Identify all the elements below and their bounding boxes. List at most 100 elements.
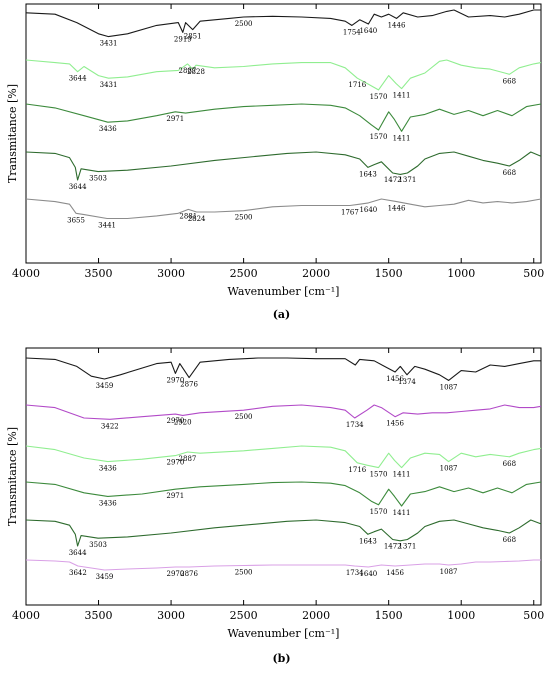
- peak-label: 3644: [69, 183, 87, 191]
- spectrum-line-2: [25, 59, 542, 91]
- peak-label: 1371: [398, 543, 416, 551]
- peak-label: 3436: [99, 125, 117, 133]
- peak-label: 3644: [69, 75, 87, 83]
- spectrum-line-6: [25, 559, 541, 571]
- peak-label: 1087: [440, 383, 458, 391]
- x-tick-label: 4000: [12, 267, 40, 280]
- peak-label: 2824: [188, 215, 206, 223]
- peak-label: 1754: [343, 28, 361, 36]
- peak-label: 3655: [67, 216, 85, 224]
- peak-label: 668: [503, 460, 516, 468]
- spectrum-line-1: [25, 9, 541, 38]
- peak-label: 3503: [89, 175, 107, 183]
- peak-label: 1456: [386, 375, 404, 383]
- peak-label: 2881: [179, 212, 197, 220]
- peak-label: 668: [503, 77, 516, 85]
- peak-label: 1411: [393, 509, 411, 517]
- x-tick-label: 3500: [85, 609, 113, 622]
- spectrum-line-3: [25, 445, 542, 469]
- plot-frame: [25, 347, 542, 606]
- peak-label: 2500: [235, 214, 253, 222]
- x-tick-label: 2500: [230, 267, 258, 280]
- panel-label: (a): [273, 308, 291, 321]
- peak-label: 2887: [179, 455, 197, 463]
- peak-label: 3459: [96, 382, 114, 390]
- peak-label: 3644: [69, 549, 87, 557]
- peak-label: 3503: [89, 541, 107, 549]
- peak-label: 3422: [101, 422, 119, 430]
- peak-label: 1640: [359, 570, 377, 578]
- peak-label: 1446: [388, 205, 406, 213]
- peak-label: 2500: [235, 569, 253, 577]
- peak-label: 1570: [370, 133, 388, 141]
- peak-label: 1716: [348, 81, 366, 89]
- peak-label: 2971: [166, 492, 184, 500]
- x-tick-label: 3500: [85, 267, 113, 280]
- x-tick-label: 1500: [375, 609, 403, 622]
- x-tick-label: 1500: [375, 267, 403, 280]
- peak-label: 1640: [359, 206, 377, 214]
- peak-label: 1570: [370, 93, 388, 101]
- peak-label: 3441: [98, 222, 116, 230]
- x-tick-label: 500: [523, 267, 544, 280]
- y-axis-label: Transmitance [%]: [6, 84, 19, 183]
- peak-label: 2970: [167, 570, 185, 578]
- peak-label: 2876: [180, 381, 198, 389]
- peak-label: 2920: [174, 418, 192, 426]
- peak-label: 668: [503, 536, 516, 544]
- peak-label: 1411: [393, 134, 411, 142]
- peak-label: 1446: [388, 21, 406, 29]
- peak-label: 1456: [386, 420, 404, 428]
- x-axis-label: Wavenumber [cm⁻¹]: [228, 285, 340, 298]
- peak-label: 3431: [100, 40, 118, 48]
- peak-label: 1411: [393, 92, 411, 100]
- peak-label: 2970: [167, 417, 185, 425]
- spectrum-line-2: [25, 404, 542, 420]
- peak-label: 2851: [184, 33, 202, 41]
- peak-label: 2500: [235, 20, 253, 28]
- peak-label: 1456: [386, 569, 404, 577]
- spectrum-line-4: [25, 481, 542, 507]
- peak-label: 1640: [359, 27, 377, 35]
- peak-label: 1411: [393, 471, 411, 479]
- panel-label: (b): [272, 652, 290, 665]
- peak-label: 3459: [96, 573, 114, 581]
- peak-label: 1767: [341, 209, 359, 217]
- peak-label: 1570: [370, 508, 388, 516]
- spectrum-line-3: [25, 103, 542, 132]
- peak-label: 2971: [166, 115, 184, 123]
- x-tick-label: 3000: [157, 267, 185, 280]
- peak-label: 3436: [99, 499, 117, 507]
- x-tick-label: 1000: [447, 267, 475, 280]
- x-tick-label: 3000: [157, 609, 185, 622]
- peak-label: 2970: [167, 459, 185, 467]
- chart-panel-b: 4000 3500 3000 2500 2000 1500 1000 500 Wavenumbe…: [6, 347, 544, 665]
- spectrum-line-5: [25, 198, 542, 220]
- x-tick-label: 500: [523, 609, 544, 622]
- peak-label: 2828: [187, 68, 205, 76]
- peak-label: 1716: [348, 466, 366, 474]
- spectrum-line-1: [25, 357, 541, 381]
- peak-label: 1087: [440, 568, 458, 576]
- peak-label: 2970: [167, 376, 185, 384]
- x-tick-label: 2500: [230, 609, 258, 622]
- chart-panel-a: 4000 3500 3000 2500 2000 1500 1000 500 Wavenumbe…: [6, 3, 544, 321]
- spectrum-line-5: [25, 519, 542, 547]
- peak-label: 1472: [384, 543, 402, 551]
- peak-label: 3431: [100, 81, 118, 89]
- peak-label: 1570: [370, 471, 388, 479]
- peak-label: 1643: [359, 537, 377, 545]
- peak-label: 2887: [179, 67, 197, 75]
- peak-label: 1734: [346, 569, 364, 577]
- peak-label: 1643: [359, 170, 377, 178]
- peak-label: 2919: [174, 35, 192, 43]
- peak-label: 668: [503, 169, 516, 177]
- spectrum-line-4: [25, 151, 542, 181]
- peak-label: 2876: [180, 570, 198, 578]
- peak-label: 3436: [99, 465, 117, 473]
- peak-label: 1087: [440, 465, 458, 473]
- x-tick-label: 2000: [302, 609, 330, 622]
- x-tick-label: 1000: [447, 609, 475, 622]
- peak-label: 1734: [346, 421, 364, 429]
